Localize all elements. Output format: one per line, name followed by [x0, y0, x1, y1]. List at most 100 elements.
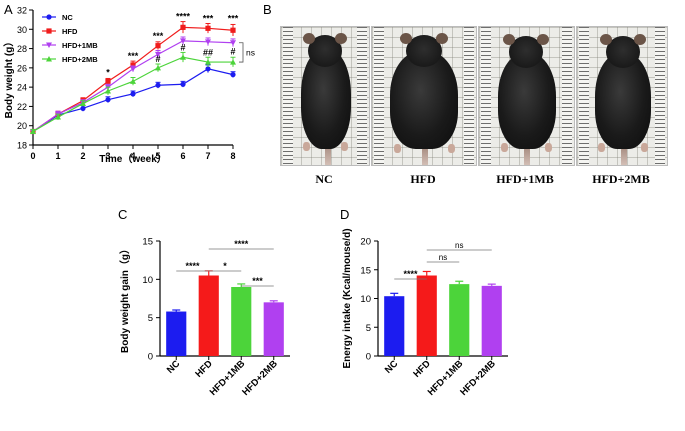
mouse-photo-hfd-2mb: [576, 26, 668, 166]
a-significance-mark: #: [155, 54, 160, 64]
a-significance-mark: #: [230, 46, 235, 56]
a-significance-mark: #: [180, 43, 185, 53]
a-point: [46, 28, 52, 34]
a-x-axis-label: Time（week）: [99, 152, 167, 165]
a-point: [130, 91, 136, 97]
a-point: [230, 40, 236, 46]
a-y-tick-label: 24: [17, 83, 27, 93]
a-legend-label: HFD+2MB: [62, 55, 98, 64]
a-point: [155, 82, 161, 88]
panel-label-a: A: [4, 2, 13, 17]
d-y-tick-label: 0: [366, 352, 371, 363]
a-point: [130, 78, 136, 84]
a-point: [180, 24, 186, 30]
a-significance-mark: *: [106, 68, 110, 78]
a-point: [80, 105, 86, 111]
a-point: [155, 51, 161, 58]
c-bar: [263, 302, 284, 356]
a-ns-label: ns: [246, 47, 255, 57]
a-y-axis-label: Body weight (g）: [2, 37, 15, 119]
d-y-tick-label: 10: [360, 294, 371, 305]
c-bar: [166, 311, 187, 356]
a-legend-label: HFD+1MB: [62, 41, 98, 50]
a-ns-bracket: [239, 42, 244, 63]
mouse-photo-nc: [280, 26, 370, 166]
a-significance-mark: ***: [228, 14, 239, 24]
a-point: [205, 59, 211, 65]
a-legend-label: HFD: [62, 27, 78, 36]
a-point: [230, 72, 236, 78]
a-point: [205, 66, 211, 72]
a-y-tick-label: 18: [17, 141, 27, 151]
a-point: [180, 38, 186, 44]
panel-label-b: B: [263, 2, 272, 17]
photo-label-hfd-2mb: HFD+2MB: [592, 172, 650, 186]
a-point: [46, 56, 52, 62]
mouse-photo-hfd-1mb: [478, 26, 575, 166]
c-comparison-label: ****: [234, 239, 249, 249]
a-y-tick-label: 30: [17, 25, 27, 35]
a-point: [205, 39, 211, 45]
c-y-tick-label: 5: [148, 313, 153, 324]
a-point: [46, 14, 52, 20]
d-y-tick-label: 5: [366, 323, 371, 334]
a-x-tick-label: 8: [230, 151, 235, 161]
a-point: [205, 25, 211, 31]
a-y-tick-label: 20: [17, 121, 27, 131]
a-point: [80, 100, 86, 107]
a-point: [55, 114, 61, 120]
c-x-tick-label: NC: [165, 358, 183, 376]
a-point: [230, 27, 236, 33]
c-bar: [231, 287, 252, 356]
c-comparison-label: *: [223, 261, 227, 271]
d-comparison-label: ns: [455, 241, 463, 250]
c-x-tick-label: HFD: [193, 358, 215, 380]
a-x-tick-label: 5: [155, 151, 160, 161]
c-y-tick-label: 0: [148, 352, 153, 363]
a-significance-mark: ##: [203, 47, 213, 57]
a-x-tick-label: 0: [30, 151, 35, 161]
a-y-tick-label: 22: [17, 102, 27, 112]
a-significance-mark: ***: [153, 31, 164, 41]
a-x-tick-label: 6: [180, 151, 185, 161]
mouse-photo-hfd: [371, 26, 477, 166]
photo-label-nc: NC: [315, 172, 333, 186]
d-x-tick-label: HFD+2MB: [458, 358, 498, 398]
d-y-tick-label: 15: [360, 265, 371, 276]
c-comparison-label: ***: [252, 276, 263, 286]
a-point: [130, 62, 136, 68]
d-bar: [481, 285, 502, 356]
a-y-tick-label: 26: [17, 63, 27, 73]
a-point: [30, 128, 36, 134]
photo-label-hfd-1mb: HFD+1MB: [496, 172, 554, 186]
c-y-tick-label: 10: [142, 275, 153, 286]
panel-label-d: D: [340, 207, 350, 222]
a-point: [105, 88, 111, 94]
a-x-tick-label: 4: [130, 151, 135, 161]
d-x-tick-label: HFD: [411, 358, 433, 380]
a-point: [180, 54, 186, 60]
a-legend-label: NC: [62, 13, 73, 22]
d-comparison-label: ****: [403, 269, 418, 279]
a-point: [230, 59, 236, 65]
d-x-tick-label: NC: [383, 358, 401, 376]
panel-label-c: C: [118, 207, 128, 222]
c-bar: [198, 275, 219, 356]
d-bar: [449, 284, 470, 356]
c-y-tick-label: 15: [142, 237, 153, 248]
d-y-tick-label: 20: [360, 237, 371, 248]
a-point: [46, 42, 52, 48]
c-comparison-label: ****: [185, 261, 200, 271]
a-significance-mark: ****: [176, 12, 191, 22]
a-significance-mark: ***: [203, 14, 214, 24]
a-significance-mark: ***: [128, 51, 139, 61]
a-point: [155, 43, 161, 49]
a-x-tick-label: 7: [205, 151, 210, 161]
photo-label-hfd: HFD: [410, 172, 436, 186]
a-x-tick-label: 1: [55, 151, 60, 161]
a-point: [155, 64, 161, 71]
d-y-axis-label: Energy intake (Kcal/mouse/d): [342, 228, 353, 368]
d-comparison-label: ns: [439, 253, 447, 262]
a-x-tick-label: 3: [105, 151, 110, 161]
